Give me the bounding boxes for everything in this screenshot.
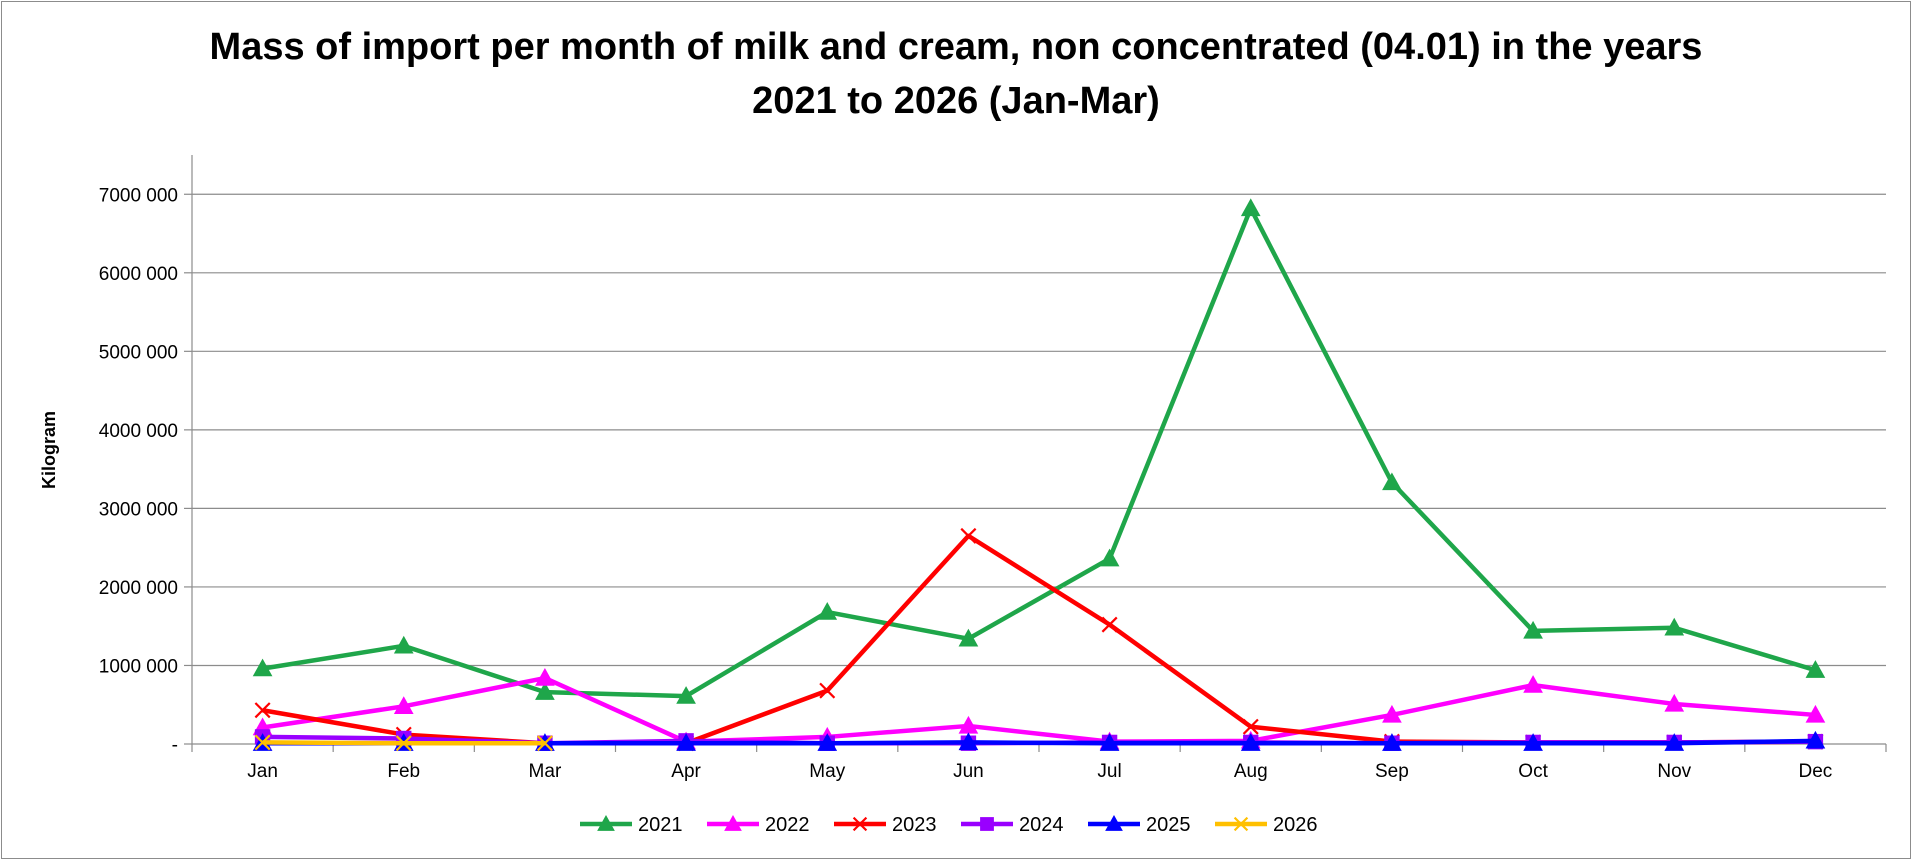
- data-point-2025-oct: [1523, 733, 1543, 751]
- x-marker-stroke: [1242, 718, 1259, 735]
- x-tick-label-dec: Dec: [1799, 761, 1833, 782]
- legend-marker: [1105, 814, 1123, 831]
- legend-item-2023: 2023: [834, 814, 937, 836]
- x-tick-label-jul: Jul: [1097, 761, 1121, 782]
- data-point-2025-jul: [1099, 733, 1120, 751]
- chart-title: Mass of import per month of milk and cre…: [0, 20, 1912, 128]
- data-point-2025-jun: [958, 732, 979, 751]
- x-tick-label-nov: Nov: [1657, 761, 1691, 782]
- data-point-2025-nov: [1664, 733, 1685, 751]
- legend-label: 2022: [765, 814, 810, 836]
- legend-item-2024: 2024: [961, 814, 1064, 836]
- legend-label: 2023: [892, 814, 937, 836]
- legend-marker: [597, 814, 615, 831]
- x-marker-stroke: [254, 734, 271, 751]
- x-marker-stroke: [960, 527, 977, 544]
- legend: 2021 2022 2023 2024 2025 2026: [580, 814, 1318, 836]
- x-marker-stroke: [852, 816, 868, 832]
- legend-marker: [724, 814, 742, 831]
- data-point-2021-mar: [535, 682, 555, 700]
- y-tick-label: 7000 000: [99, 185, 178, 206]
- data-point-2021-aug: [1240, 198, 1261, 217]
- y-tick-label: 2000 000: [99, 578, 178, 599]
- data-point-2025-aug: [1240, 733, 1261, 751]
- series-2026: [254, 734, 553, 752]
- data-point-2023-jul: [1101, 616, 1118, 633]
- y-tick-label: 1000 000: [99, 656, 178, 677]
- x-marker-stroke: [395, 735, 412, 752]
- x-tick-label-sep: Sep: [1375, 761, 1409, 782]
- chart-title-line1: Mass of import per month of milk and cre…: [209, 26, 1703, 68]
- series-2022: [252, 668, 1826, 750]
- legend-item-2025: 2025: [1088, 814, 1191, 836]
- x-marker-stroke: [1101, 616, 1118, 633]
- axes: - 1000 000 2000 000 3000 000 4000 000 5000 00…: [99, 155, 1887, 782]
- y-tick-label: 3000 000: [99, 499, 178, 520]
- data-point-2021-jul: [1099, 548, 1120, 567]
- data-point-2025-may: [817, 733, 838, 751]
- data-point-2021-sep: [1382, 472, 1402, 491]
- x-marker-stroke: [1233, 816, 1249, 832]
- x-marker-stroke: [254, 702, 271, 719]
- x-tick-label-jun: Jun: [953, 761, 984, 782]
- series-2021: [252, 198, 1826, 704]
- data-point-2021-feb: [393, 635, 414, 654]
- legend-label: 2024: [1019, 814, 1064, 836]
- x-marker-stroke: [536, 735, 553, 752]
- data-point-2022-sep: [1382, 704, 1402, 723]
- x-tick-label-oct: Oct: [1518, 761, 1548, 782]
- legend-marker: [852, 816, 868, 832]
- data-point-2021-jan: [252, 658, 273, 677]
- data-point-2021-oct: [1523, 620, 1543, 639]
- data-point-2021-jun: [958, 628, 979, 647]
- series-line-2022: [262, 675, 1816, 744]
- y-tick-label: 5000 000: [99, 342, 178, 363]
- y-tick-label: -: [172, 735, 178, 756]
- legend-label: 2021: [638, 814, 683, 836]
- legend-label: 2026: [1273, 814, 1318, 836]
- legend-item-2021: 2021: [580, 814, 683, 836]
- data-point-2022-mar: [535, 668, 555, 686]
- data-point-2022-oct: [1523, 675, 1543, 693]
- data-point-2023-jun: [960, 527, 977, 544]
- series-lines: [252, 198, 1826, 752]
- data-point-2026-feb: [395, 735, 412, 752]
- x-tick-label-apr: Apr: [671, 761, 701, 782]
- x-tick-label-jan: Jan: [247, 761, 278, 782]
- data-point-2022-nov: [1664, 693, 1685, 712]
- legend-item-2022: 2022: [707, 814, 810, 836]
- data-point-2022-dec: [1805, 704, 1826, 723]
- data-point-2026-mar: [536, 735, 553, 752]
- y-axis-label: Kilogram: [39, 411, 59, 489]
- legend-label: 2025: [1146, 814, 1191, 836]
- data-point-2026-jan: [254, 734, 271, 751]
- x-marker-stroke: [819, 682, 836, 699]
- y-tick-label: 4000 000: [99, 421, 178, 442]
- data-point-2025-apr: [676, 733, 696, 751]
- data-point-2025-sep: [1382, 733, 1402, 751]
- legend-marker: [1233, 816, 1249, 832]
- x-tick-label-feb: Feb: [387, 761, 420, 782]
- data-point-2023-aug: [1242, 718, 1259, 735]
- y-tick-label: 6000 000: [99, 264, 178, 285]
- data-point-2021-may: [817, 602, 838, 620]
- data-point-2025-dec: [1805, 730, 1826, 749]
- series-line-2023: [262, 533, 1816, 746]
- x-tick-label-may: May: [809, 761, 845, 782]
- data-point-2021-apr: [676, 686, 696, 704]
- x-tick-label-mar: Mar: [529, 761, 562, 782]
- series-line-2021: [262, 206, 1817, 699]
- data-point-2022-feb: [393, 696, 414, 715]
- series-2023: [254, 527, 1824, 752]
- legend-item-2026: 2026: [1215, 814, 1318, 836]
- x-tick-label-aug: Aug: [1234, 761, 1268, 782]
- data-point-2021-nov: [1664, 617, 1685, 636]
- gridlines: [192, 193, 1886, 667]
- data-point-2023-may: [819, 682, 836, 699]
- legend-marker: [980, 817, 994, 831]
- data-point-2021-dec: [1805, 660, 1826, 678]
- data-point-2023-jan: [254, 702, 271, 719]
- chart-title-line2: 2021 to 2026 (Jan-Mar): [752, 80, 1160, 122]
